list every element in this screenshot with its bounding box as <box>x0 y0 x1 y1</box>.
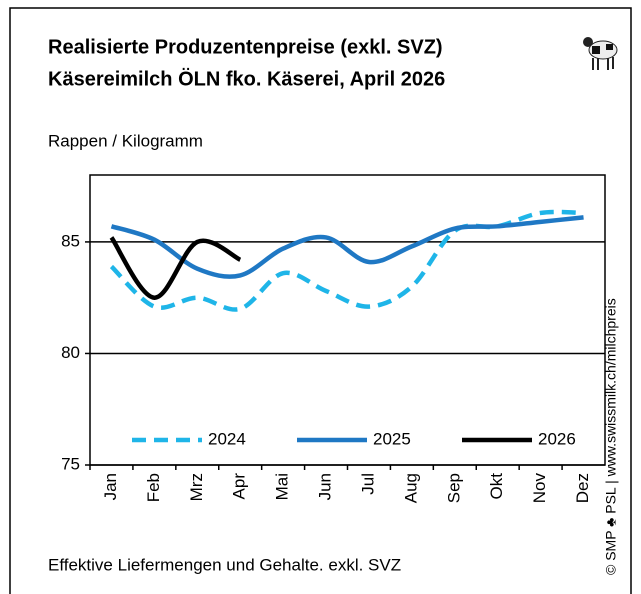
x-tick-label: Nov <box>530 473 549 504</box>
legend-label: 2026 <box>538 429 576 448</box>
y-tick-label: 85 <box>61 231 80 250</box>
y-tick-label: 80 <box>61 343 80 362</box>
note: Effektive Liefermengen und Gehalte. exkl… <box>48 555 401 574</box>
x-tick-label: Apr <box>230 473 249 500</box>
x-tick-label: Okt <box>487 473 506 500</box>
legend-label: 2024 <box>208 429 246 448</box>
y-tick-label: 75 <box>61 454 80 473</box>
x-tick-label: Mai <box>273 473 292 500</box>
x-tick-label: Jun <box>316 473 335 500</box>
credit: © SMP ♣ PSL | www.swissmilk.ch/milchprei… <box>603 298 619 575</box>
y-axis-label: Rappen / Kilogramm <box>48 131 203 150</box>
x-tick-label: Jul <box>358 473 377 495</box>
frame <box>9 7 632 594</box>
chart-subtitle: Käsereimilch ÖLN fko. Käserei, April 202… <box>48 67 445 90</box>
x-tick-label: Dez <box>573 473 592 503</box>
x-tick-label: Jan <box>101 473 120 500</box>
x-tick-label: Feb <box>144 473 163 502</box>
cow-icon <box>583 37 618 70</box>
line-series <box>110 215 584 279</box>
legend-label: 2025 <box>373 429 411 448</box>
x-tick-label: Sep <box>444 473 463 503</box>
x-tick-label: Aug <box>401 473 420 503</box>
line-series <box>109 236 242 300</box>
chart-title: Realisierte Produzentenpreise (exkl. SVZ… <box>48 36 443 58</box>
x-tick-label: Mrz <box>187 473 206 501</box>
